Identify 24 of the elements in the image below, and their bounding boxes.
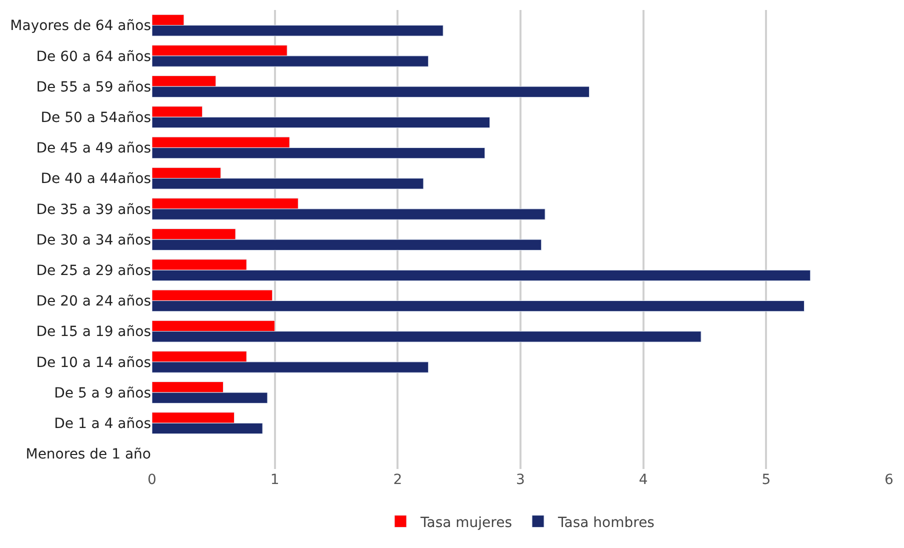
y-tick-label: De 35 a 39 años (36, 202, 151, 218)
x-tick-label: 5 (762, 472, 771, 488)
x-tick-label: 3 (516, 472, 525, 488)
y-tick-label: Mayores de 64 años (10, 18, 151, 34)
y-tick-label: De 20 a 24 años (36, 294, 151, 310)
y-tick-label: De 45 a 49 años (36, 140, 151, 157)
x-tick-label: 6 (884, 472, 894, 488)
x-tick-label: 2 (393, 472, 402, 488)
y-tick-label: De 30 a 34 años (36, 232, 151, 248)
y-tick-label: De 25 a 29 años (36, 263, 151, 279)
legend-label: Tasa mujeres (420, 514, 512, 531)
x-tick-label: 1 (270, 472, 280, 488)
y-tick-label: De 60 a 64 años (36, 48, 151, 65)
legend-label: Tasa hombres (557, 514, 654, 531)
y-tick-label: De 5 a 9 años (54, 385, 151, 402)
x-tick-label: 0 (148, 472, 156, 488)
y-tick-label: De 1 a 4 años (54, 416, 151, 432)
y-tick-label: De 10 a 14 años (36, 354, 151, 371)
y-tick-label: De 55 a 59 años (36, 79, 151, 96)
x-tick-label: 4 (638, 472, 648, 488)
y-tick-label: Menores de 1 año (26, 446, 151, 463)
y-tick-label: De 15 a 19 años (36, 324, 151, 340)
y-tick-label: De 50 a 54años (40, 110, 151, 126)
y-tick-label: De 40 a 44años (40, 171, 151, 188)
